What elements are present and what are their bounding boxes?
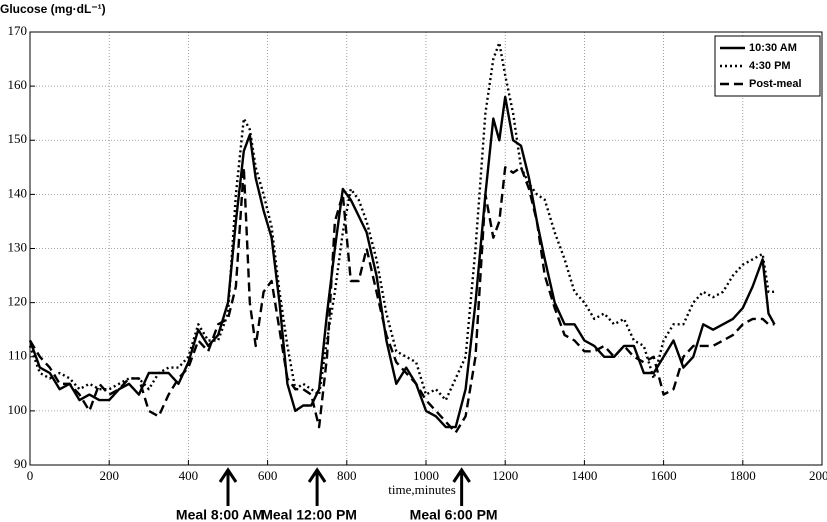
x-tick-label: 1800 — [730, 468, 756, 483]
x-tick-label: 800 — [337, 468, 357, 483]
data-line — [28, 41, 775, 402]
x-tick-label: 2000 — [809, 468, 827, 483]
legend-box — [714, 35, 821, 97]
y-tick-label: 150 — [8, 131, 28, 146]
x-tick-label: 600 — [258, 468, 278, 483]
x-tick-label: 1200 — [492, 468, 518, 483]
y-tick-label: 130 — [8, 239, 28, 254]
plot-frame — [29, 31, 823, 466]
annotation-label: Meal 6:00 PM — [410, 507, 498, 522]
y-tick-label: 120 — [8, 294, 28, 309]
annotation-arrowhead — [452, 467, 471, 483]
x-tick-label: 1400 — [571, 468, 597, 483]
x-tick-label: 200 — [99, 468, 119, 483]
legend-label: 4:30 PM — [749, 60, 791, 72]
y-tick-label: 110 — [8, 348, 27, 363]
data-line — [28, 95, 776, 429]
annotation-label: Meal 8:00 AM — [176, 507, 264, 522]
legend-label: Post-meal — [749, 78, 802, 90]
annotation-arrowhead — [307, 467, 327, 483]
data-line — [28, 166, 775, 434]
y-tick-label: 170 — [8, 23, 28, 38]
x-axis-label: time,minutes — [388, 482, 456, 497]
y-tick-label: 140 — [8, 185, 28, 200]
annotation-label: Meal 12:00 PM — [261, 507, 357, 522]
legend-label: 10:30 AM — [749, 42, 797, 54]
x-tick-label: 400 — [179, 468, 199, 483]
x-tick-label: 0 — [27, 468, 34, 483]
annotation-arrowhead — [218, 467, 238, 483]
x-tick-label: 1000 — [413, 468, 439, 483]
x-tick-label: 1600 — [651, 468, 677, 483]
y-tick-label: 100 — [8, 402, 28, 417]
y-tick-label: 160 — [8, 77, 28, 92]
y-axis-label: Glucose (mg·dL⁻¹) — [0, 2, 106, 16]
y-tick-label: 90 — [14, 456, 27, 471]
